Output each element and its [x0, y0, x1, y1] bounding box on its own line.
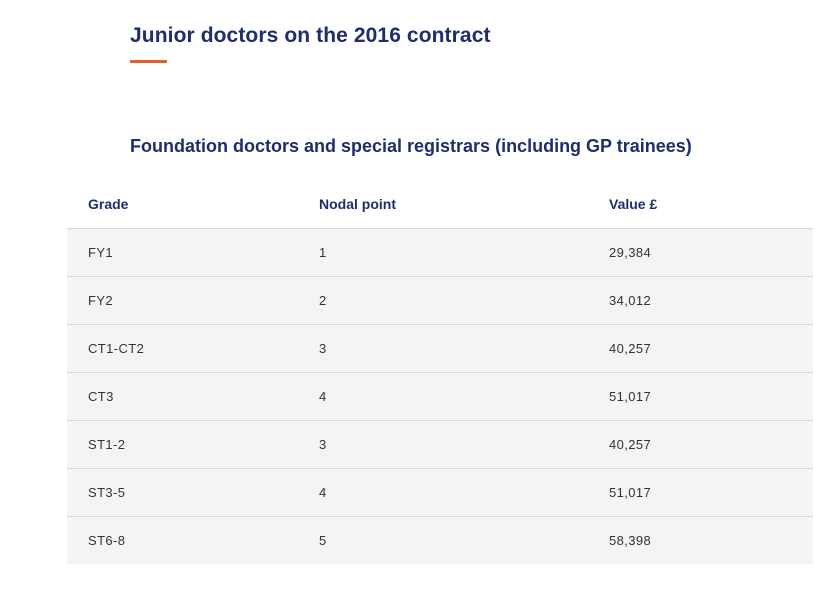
cell-nodal-point: 3	[319, 436, 327, 452]
cell-value: 40,257	[609, 436, 652, 452]
table-row: ST6-8 5 58,398	[67, 516, 813, 564]
cell-grade: FY1	[88, 244, 114, 260]
table-row: ST1-2 3 40,257	[67, 420, 813, 468]
column-header-grade: Grade	[88, 195, 129, 212]
page-title: Junior doctors on the 2016 contract	[130, 24, 491, 47]
cell-nodal-point: 4	[319, 484, 327, 500]
cell-grade: ST1-2	[88, 436, 126, 452]
cell-value: 51,017	[609, 388, 652, 404]
cell-nodal-point: 2	[319, 292, 327, 308]
cell-value: 51,017	[609, 484, 652, 500]
cell-grade: ST3-5	[88, 484, 126, 500]
cell-grade: FY2	[88, 292, 114, 308]
cell-value: 40,257	[609, 340, 652, 356]
salary-table: Grade Nodal point Value £ FY1 1 29,384 F…	[67, 180, 813, 564]
table-row: FY1 1 29,384	[67, 228, 813, 276]
cell-nodal-point: 3	[319, 340, 327, 356]
cell-value: 58,398	[609, 532, 652, 548]
title-underline-accent	[130, 60, 167, 63]
cell-value: 29,384	[609, 244, 652, 260]
cell-nodal-point: 4	[319, 388, 327, 404]
table-row: CT3 4 51,017	[67, 372, 813, 420]
column-header-nodal-point: Nodal point	[319, 195, 396, 212]
table-row: CT1-CT2 3 40,257	[67, 324, 813, 372]
cell-grade: CT1-CT2	[88, 340, 145, 356]
cell-grade: CT3	[88, 388, 114, 404]
cell-grade: ST6-8	[88, 532, 126, 548]
cell-nodal-point: 1	[319, 244, 327, 260]
table-row: ST3-5 4 51,017	[67, 468, 813, 516]
section-title: Foundation doctors and special registrar…	[130, 136, 692, 156]
cell-nodal-point: 5	[319, 532, 327, 548]
table-row: FY2 2 34,012	[67, 276, 813, 324]
table-header-row: Grade Nodal point Value £	[67, 180, 813, 228]
column-header-value: Value £	[609, 195, 658, 212]
cell-value: 34,012	[609, 292, 652, 308]
